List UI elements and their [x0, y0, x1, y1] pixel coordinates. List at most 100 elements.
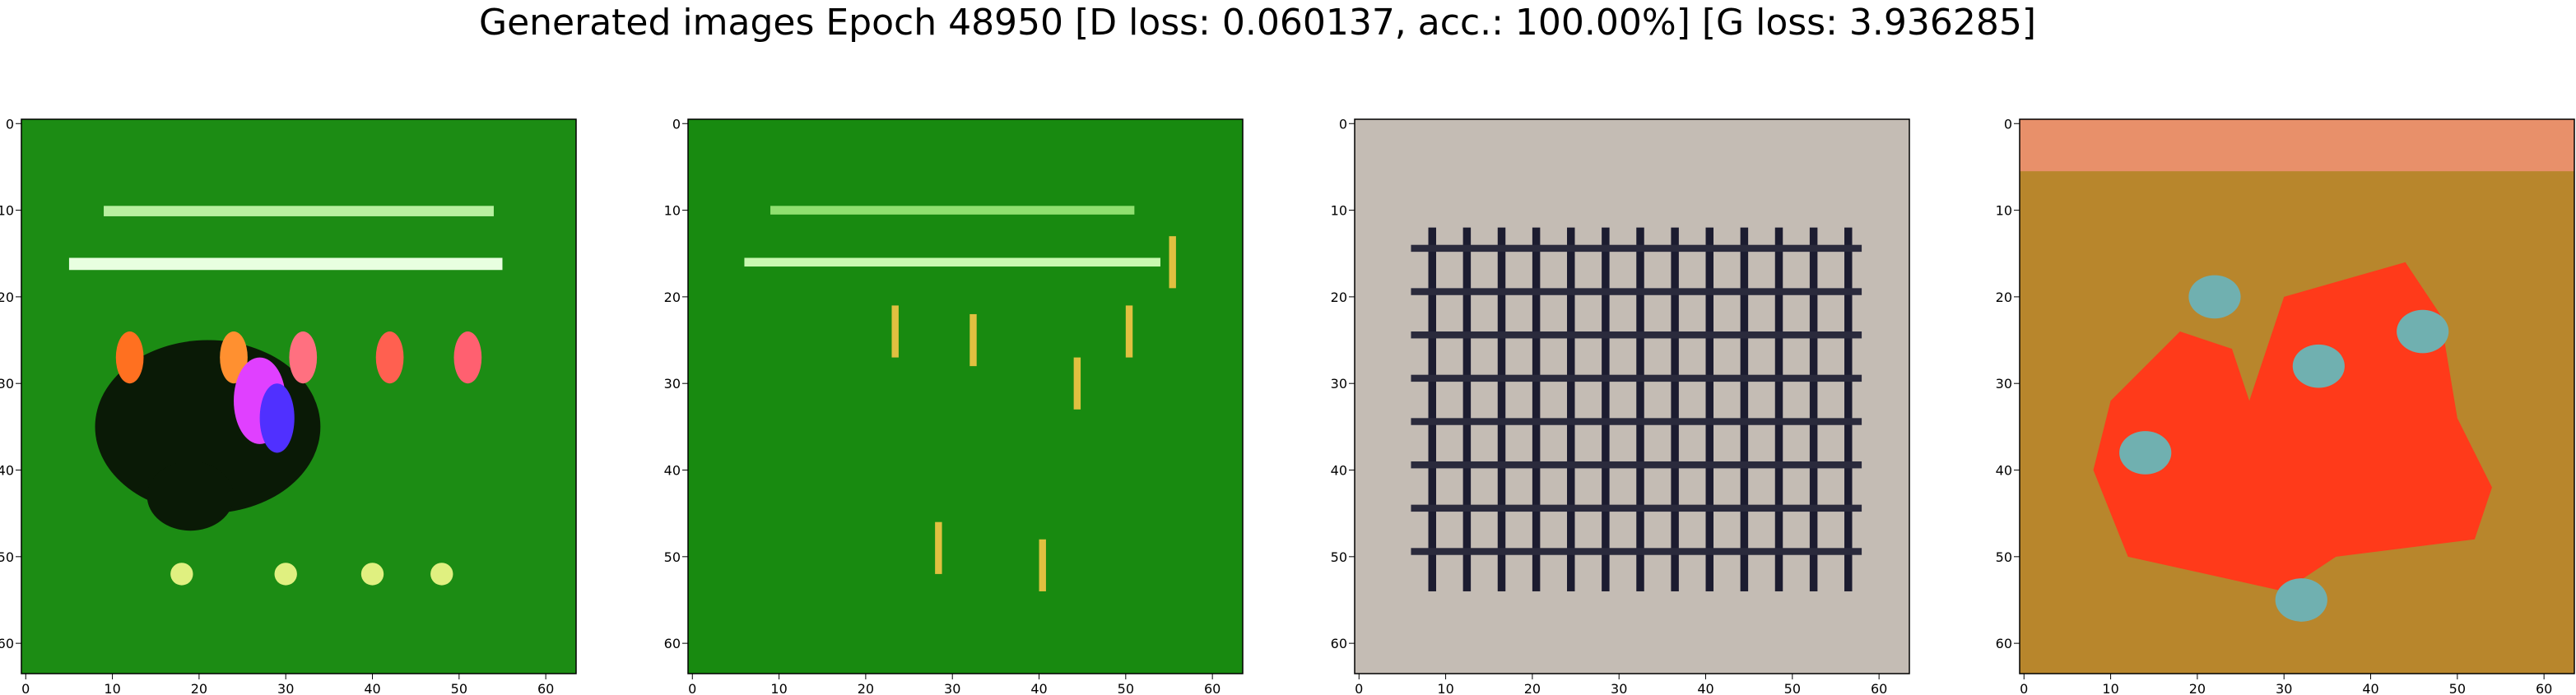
x-tick-label: 30 [1611, 681, 1627, 695]
spot [430, 563, 453, 586]
x-tick-label: 0 [2020, 681, 2028, 695]
bar-line [1532, 227, 1541, 591]
x-tick-label: 0 [688, 681, 696, 695]
y-tick-label: 0 [2004, 116, 2012, 132]
axes-frame [687, 118, 1244, 674]
bar-line [1774, 227, 1783, 591]
y-tick-label: 10 [664, 203, 681, 219]
spot [453, 331, 482, 384]
x-tick-label: 0 [1355, 681, 1363, 695]
y-tick-label: 50 [664, 549, 681, 565]
y-tick-label: 10 [1996, 203, 2012, 219]
streak [969, 313, 977, 367]
patch [2275, 578, 2327, 622]
x-tick-label: 20 [191, 681, 207, 695]
y-tick-label: 50 [1331, 549, 1347, 565]
bar-line [1844, 227, 1853, 591]
bar-line [1411, 288, 1862, 295]
y-tick-label: 60 [1996, 636, 2012, 651]
x-tick-label: 50 [1784, 681, 1801, 695]
x-tick-label: 40 [1697, 681, 1713, 695]
streak [744, 257, 1160, 267]
x-tick-label: 20 [2189, 681, 2206, 695]
image-bg [688, 119, 1243, 674]
axes-frame [2019, 118, 2575, 674]
bar-line [1809, 227, 1818, 591]
y-tick-label: 20 [1996, 290, 2012, 305]
patch [2188, 275, 2241, 319]
y-tick-label: 10 [0, 203, 14, 219]
bar-line [1740, 227, 1749, 591]
band [2020, 119, 2574, 172]
blob [259, 383, 295, 453]
y-tick-label: 40 [0, 463, 14, 479]
y-tick-label: 20 [0, 290, 14, 305]
streak [1125, 305, 1133, 358]
streak [935, 521, 942, 574]
y-tick-label: 0 [672, 116, 681, 132]
spot [220, 331, 248, 384]
bar-line [1411, 504, 1862, 512]
image-panel: 0 10 20 30 40 50 60 0 10 20 30 40 50 60 [0, 116, 577, 695]
x-tick-label: 60 [1204, 681, 1221, 695]
red-shape [2093, 262, 2492, 591]
x-tick-label: 60 [1871, 681, 1887, 695]
image-panel: 0 10 20 30 40 50 60 0 10 20 30 40 50 60 [1996, 116, 2575, 695]
spot [115, 331, 144, 384]
x-tick-label: 40 [1030, 681, 1047, 695]
y-tick-label: 0 [1339, 116, 1347, 132]
y-tick-label: 60 [1331, 636, 1347, 651]
y-tick-label: 20 [1331, 290, 1347, 305]
spot [274, 563, 297, 586]
x-tick-label: 0 [21, 681, 30, 695]
bar-line [1411, 418, 1862, 425]
x-tick-label: 10 [770, 681, 787, 695]
image-bg [1355, 119, 1909, 674]
y-tick-label: 30 [1331, 376, 1347, 392]
y-tick-label: 30 [664, 376, 681, 392]
y-tick-label: 50 [0, 549, 14, 565]
y-tick-label: 30 [0, 376, 14, 392]
bar-line [1411, 374, 1862, 382]
x-tick-label: 10 [2102, 681, 2118, 695]
x-tick-label: 40 [2362, 681, 2378, 695]
spot [360, 563, 384, 586]
x-tick-label: 30 [277, 681, 294, 695]
image-panel: 0 10 20 30 40 50 60 0 10 20 30 40 50 60 [664, 116, 1244, 695]
y-tick-label: 10 [1331, 203, 1347, 219]
y-tick-label: 0 [6, 116, 14, 132]
x-tick-label: 20 [1524, 681, 1541, 695]
axes-frame [21, 118, 577, 674]
image-panel: 0 10 20 30 40 50 60 0 10 20 30 40 50 60 [1331, 116, 1910, 695]
patch [2119, 431, 2172, 475]
bar-line [1636, 227, 1644, 591]
y-tick-label: 40 [1996, 463, 2012, 479]
x-tick-label: 30 [944, 681, 960, 695]
y-tick-label: 40 [1331, 463, 1347, 479]
bar-line [1411, 331, 1862, 339]
streak [1039, 539, 1046, 591]
blob [146, 461, 235, 531]
streak [104, 206, 494, 216]
streak [68, 257, 503, 271]
y-tick-label: 20 [664, 290, 681, 305]
x-tick-label: 60 [537, 681, 554, 695]
bar-line [1462, 227, 1472, 591]
x-tick-label: 10 [1437, 681, 1453, 695]
x-tick-label: 30 [2276, 681, 2292, 695]
bar-line [1567, 227, 1575, 591]
x-tick-label: 20 [858, 681, 874, 695]
streak [891, 305, 899, 358]
axes-frame [1354, 118, 1910, 674]
bar-line [1428, 227, 1436, 591]
streak [770, 206, 1135, 215]
bar-line [1602, 227, 1610, 591]
y-tick-label: 40 [664, 463, 681, 479]
figure-title: Generated images Epoch 48950 [D loss: 0.… [479, 2, 2036, 44]
bar-line [1497, 227, 1506, 591]
bar-line [1705, 227, 1713, 591]
spot [375, 331, 404, 384]
bar-line [1671, 227, 1679, 591]
y-tick-label: 60 [0, 636, 14, 651]
